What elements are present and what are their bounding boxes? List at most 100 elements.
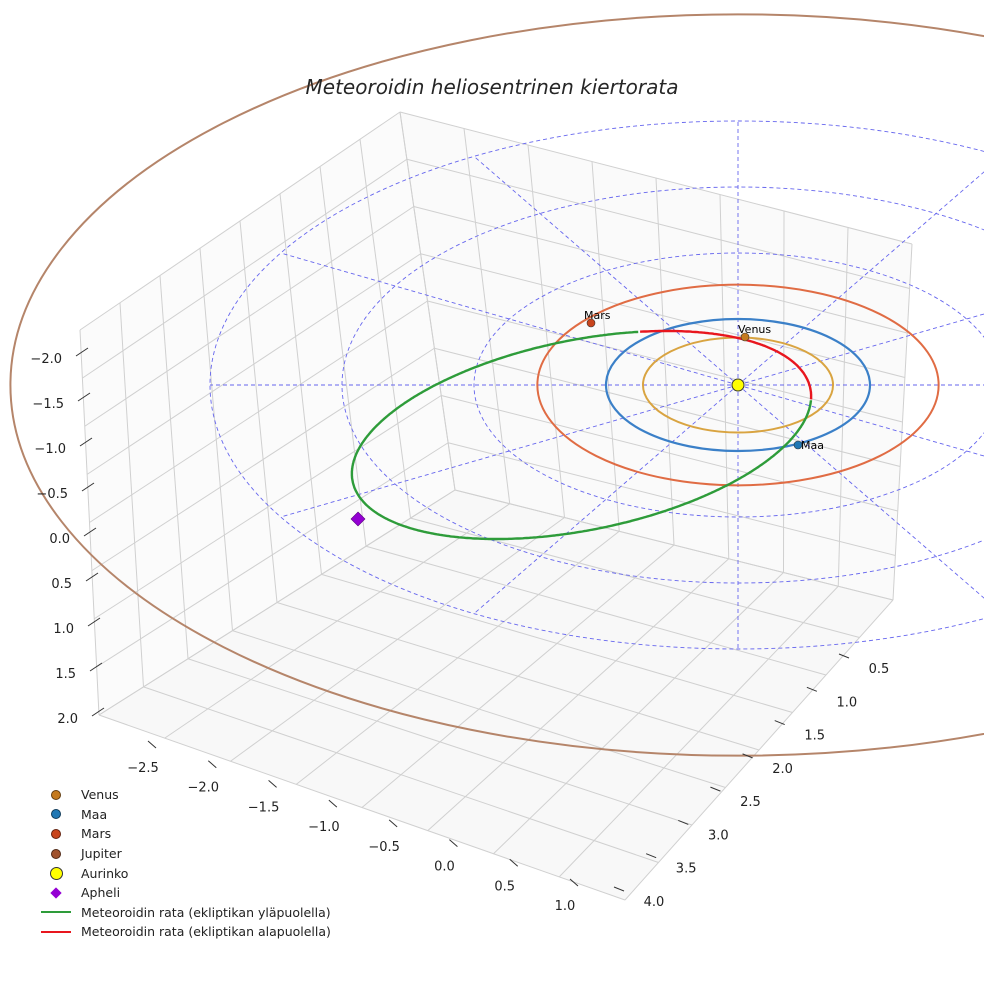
ecliptic-ring	[473, 252, 984, 518]
legend-item: Meteoroidin rata (ekliptikan alapuolella…	[38, 922, 331, 942]
x-tick	[509, 858, 519, 867]
legend-dot	[51, 828, 61, 839]
y-tick-label: 3.0	[708, 828, 729, 843]
gridline	[93, 395, 442, 620]
ecliptic-spoke	[737, 384, 984, 457]
planet-label-mars: Mars	[584, 309, 611, 322]
z-tick	[75, 347, 89, 357]
left-pane	[80, 112, 455, 715]
orbit-jupiter	[9, 13, 984, 757]
ecliptic-spoke	[737, 313, 984, 386]
orbit-mars	[536, 283, 940, 487]
axis-ticks: −2.0 −1.5 −1.0 −0.5 0.0 0.5 1.0 1.5 2.0 −2.5 −2.0 −…	[30, 347, 890, 914]
gridline	[98, 489, 456, 716]
z-tick-label: 0.5	[51, 577, 72, 592]
gridline	[558, 585, 839, 878]
legend-symbol	[38, 887, 74, 899]
planet-orbits	[9, 13, 984, 757]
gridline	[89, 300, 428, 523]
y-tick	[806, 686, 818, 692]
gridline	[319, 166, 367, 547]
legend-label: Meteoroidin rata (ekliptikan yläpuolella…	[81, 904, 331, 920]
z-tick	[79, 437, 93, 447]
z-tick	[81, 482, 95, 492]
legend-symbol	[38, 848, 74, 859]
gridline	[837, 227, 849, 587]
gridline	[783, 210, 785, 573]
gridline	[427, 300, 903, 423]
grid-panes	[79, 111, 913, 901]
legend-item: Aurinko	[38, 863, 331, 883]
z-tick-label: −2.0	[30, 352, 62, 367]
y-tick-label: 2.5	[740, 795, 761, 810]
legend-item: Apheli	[38, 883, 331, 903]
ecliptic-spoke	[280, 252, 739, 386]
legend-dot	[51, 809, 61, 820]
x-tick-label: −1.5	[248, 800, 280, 815]
y-tick-label: 2.0	[772, 762, 793, 777]
aphelion-marker	[350, 511, 366, 527]
x-tick-label: −0.5	[368, 840, 400, 855]
z-tick-label: 1.0	[53, 622, 74, 637]
gridline	[441, 395, 898, 512]
z-tick-label: 0.0	[49, 532, 70, 547]
y-tick-label: 0.5	[869, 662, 890, 677]
x-tick-label: −2.0	[187, 781, 219, 796]
y-tick	[774, 720, 785, 726]
x-tick	[207, 760, 217, 769]
gridline	[359, 139, 411, 519]
x-tick-label: 1.0	[555, 899, 576, 914]
legend: Venus Maa Mars Jupiter Aurinko Apheli Meteoroi…	[38, 785, 331, 942]
markers: Venus Maa Mars	[350, 309, 824, 527]
gridline	[892, 243, 913, 601]
gridline	[321, 573, 793, 713]
legend-line	[41, 911, 71, 914]
legend-item: Mars	[38, 824, 331, 844]
meteoroid-orbit	[350, 329, 813, 541]
x-tick	[328, 799, 338, 808]
planet-label-maa: Maa	[801, 439, 824, 452]
ecliptic-spoke	[737, 171, 984, 386]
planet-mars	[586, 318, 596, 328]
legend-label: Jupiter	[81, 846, 122, 862]
legend-symbol	[38, 866, 74, 880]
legend-label: Aurinko	[81, 865, 129, 881]
gridline	[399, 111, 456, 491]
z-tick	[87, 617, 101, 627]
legend-symbol	[38, 930, 74, 933]
legend-diamond	[50, 887, 62, 899]
x-tick	[449, 839, 458, 847]
y-tick	[710, 786, 721, 792]
ecliptic-spoke	[737, 384, 984, 599]
z-tick-label: 2.0	[57, 712, 78, 727]
x-tick	[268, 780, 277, 788]
z-tick	[91, 707, 105, 717]
ecliptic-spoke	[473, 156, 739, 386]
gridline	[493, 572, 784, 855]
y-tick-label: 1.0	[837, 695, 858, 710]
ecliptic-ring	[209, 120, 984, 650]
planet-venus	[740, 332, 750, 342]
legend-sun-dot	[49, 866, 63, 880]
y-tick-label: 1.5	[804, 729, 825, 744]
legend-dot	[51, 789, 61, 800]
legend-item: Jupiter	[38, 844, 331, 864]
gridline	[448, 442, 896, 556]
z-tick-label: −0.5	[36, 487, 68, 502]
legend-label: Meteoroidin rata (ekliptikan alapuolella…	[81, 924, 331, 940]
legend-symbol	[38, 789, 74, 800]
legend-item: Venus	[38, 785, 331, 805]
x-tick-label: 0.5	[494, 879, 515, 894]
z-tick-label: 1.5	[55, 667, 76, 682]
z-tick	[77, 392, 91, 402]
legend-symbol	[38, 911, 74, 914]
planet-maa	[793, 440, 803, 450]
gridline	[279, 193, 322, 575]
x-tick	[147, 740, 157, 749]
legend-symbol	[38, 828, 74, 839]
gridline	[454, 489, 894, 601]
gridline	[365, 545, 827, 676]
planet-label-venus: Venus	[738, 323, 771, 336]
z-tick-label: −1.0	[34, 442, 66, 457]
